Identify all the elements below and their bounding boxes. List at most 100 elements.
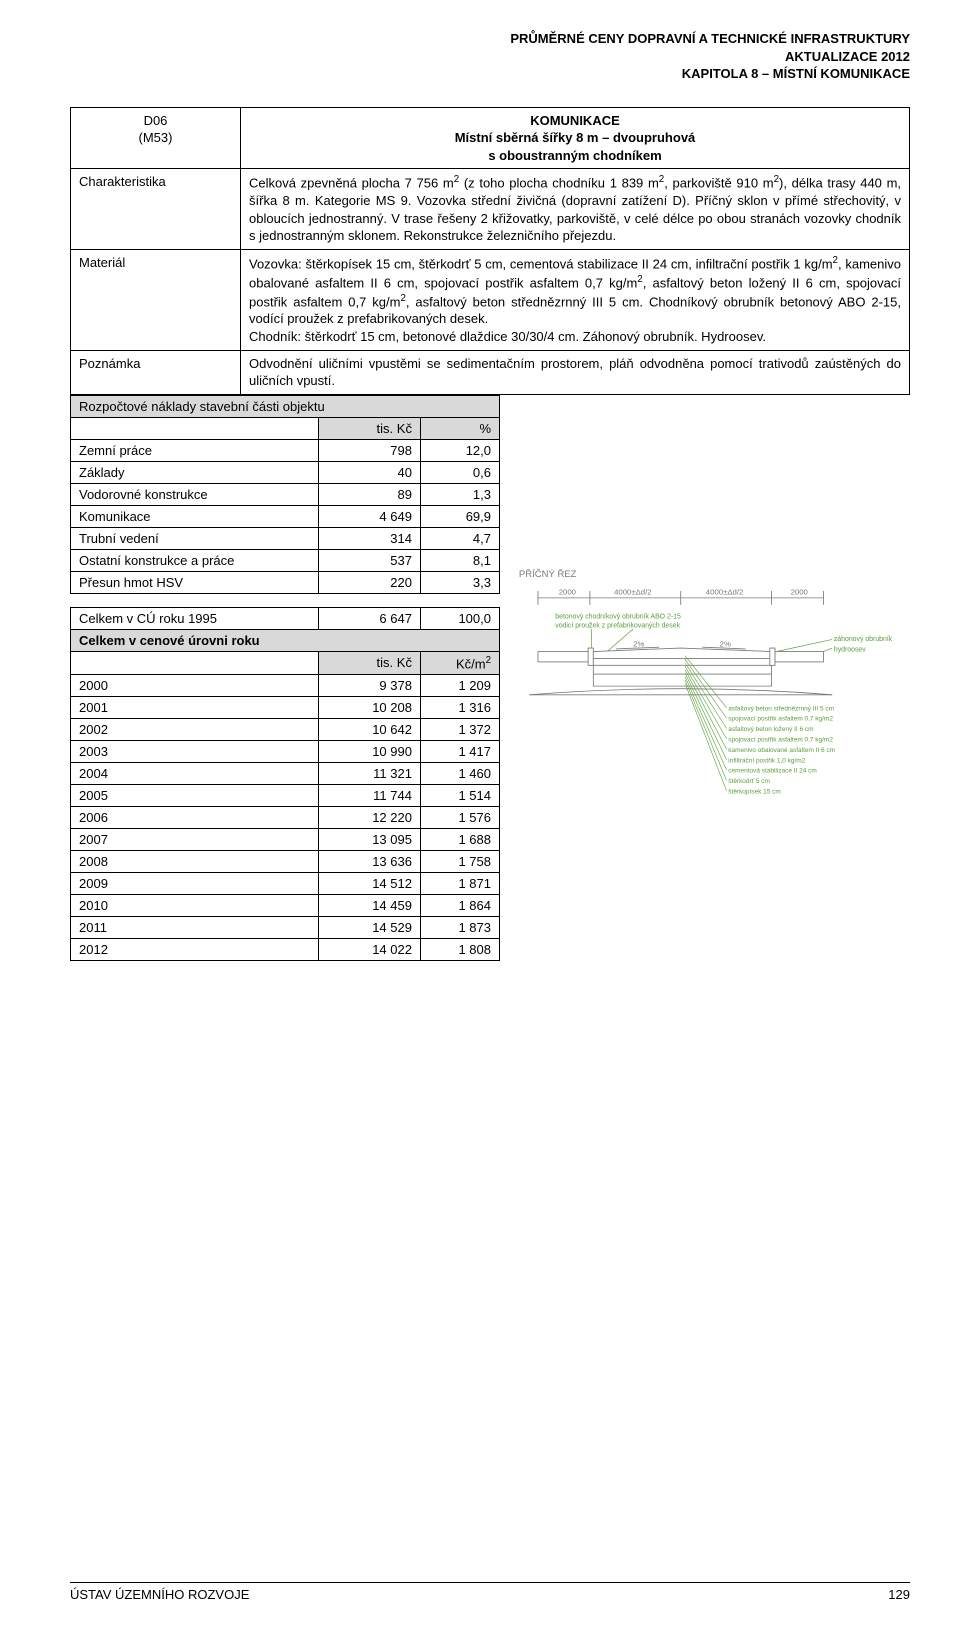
budget-title: Rozpočtové náklady stavební části objekt… xyxy=(71,395,500,417)
cost-value: 220 xyxy=(319,571,421,593)
note-text: Odvodnění uličními vpustěmi se sedimenta… xyxy=(241,350,910,394)
svg-text:4000±Δd/2: 4000±Δd/2 xyxy=(614,587,652,596)
cost-label: Komunikace xyxy=(71,505,319,527)
svg-text:spojovací postřik asfaltem 0,7: spojovací postřik asfaltem 0,7 kg/m2 xyxy=(728,736,833,743)
svg-text:kamenivo obalované asfaltem II: kamenivo obalované asfaltem II 6 cm xyxy=(728,746,835,753)
cost-value: 537 xyxy=(319,549,421,571)
year-value: 10 642 xyxy=(319,718,421,740)
cost-value: 314 xyxy=(319,527,421,549)
cost-label: Ostatní konstrukce a práce xyxy=(71,549,319,571)
year-label: 2012 xyxy=(71,938,319,960)
code-cell: D06 (M53) xyxy=(71,107,241,169)
diagram-title: PŘÍČNÝ ŘEZ xyxy=(519,569,577,580)
year-unit: 1 873 xyxy=(420,916,499,938)
cost-pct: 4,7 xyxy=(420,527,499,549)
year-unit: 1 460 xyxy=(420,762,499,784)
year-label: 2003 xyxy=(71,740,319,762)
mat-text: Vozovka: štěrkopísek 15 cm, štěrkodrť 5 … xyxy=(241,249,910,350)
svg-text:2000: 2000 xyxy=(791,587,809,596)
year-unit: 1 372 xyxy=(420,718,499,740)
year-unit: 1 864 xyxy=(420,894,499,916)
header-line-3: KAPITOLA 8 – MÍSTNÍ KOMUNIKACE xyxy=(70,65,910,83)
year-value: 14 022 xyxy=(319,938,421,960)
total-label: Celkem v CÚ roku 1995 xyxy=(71,607,319,629)
year-value: 13 095 xyxy=(319,828,421,850)
cost-pct: 8,1 xyxy=(420,549,499,571)
year-unit: 1 316 xyxy=(420,696,499,718)
year-unit: 1 514 xyxy=(420,784,499,806)
svg-text:2000: 2000 xyxy=(559,587,577,596)
year-unit: 1 871 xyxy=(420,872,499,894)
cost-label: Vodorovné konstrukce xyxy=(71,483,319,505)
svg-text:infiltrační postřik 1,0 kg/m2: infiltrační postřik 1,0 kg/m2 xyxy=(728,757,805,764)
cost-pct: 3,3 xyxy=(420,571,499,593)
col2-kcm2: Kč/m2 xyxy=(420,651,499,674)
year-unit: 1 688 xyxy=(420,828,499,850)
cost-pct: 12,0 xyxy=(420,439,499,461)
col-tis-kc: tis. Kč xyxy=(319,417,421,439)
year-value: 9 378 xyxy=(319,674,421,696)
cost-value: 4 649 xyxy=(319,505,421,527)
svg-text:betonový chodníkový obrubník A: betonový chodníkový obrubník ABO 2-15 xyxy=(555,613,681,620)
cost-value: 798 xyxy=(319,439,421,461)
col2-tis-kc: tis. Kč xyxy=(319,651,421,674)
year-value: 12 220 xyxy=(319,806,421,828)
svg-text:vodicí proužek z prefabrikovan: vodicí proužek z prefabrikovaných desek xyxy=(555,622,680,629)
char-label: Charakteristika xyxy=(71,169,241,250)
year-label: 2011 xyxy=(71,916,319,938)
svg-text:spojovací postřik asfaltem 0,7: spojovací postřik asfaltem 0,7 kg/m2 xyxy=(728,715,833,722)
svg-text:hydroosev: hydroosev xyxy=(834,646,866,653)
year-unit: 1 576 xyxy=(420,806,499,828)
total-value: 6 647 xyxy=(319,607,421,629)
title-line-2: Místní sběrná šířky 8 m – dvoupruhová xyxy=(249,129,901,147)
cost-value: 40 xyxy=(319,461,421,483)
svg-text:2%: 2% xyxy=(720,639,731,648)
year-value: 14 459 xyxy=(319,894,421,916)
year-label: 2006 xyxy=(71,806,319,828)
year-value: 11 744 xyxy=(319,784,421,806)
year-unit: 1 758 xyxy=(420,850,499,872)
svg-text:4000±Δd/2: 4000±Δd/2 xyxy=(706,587,744,596)
svg-text:2%: 2% xyxy=(633,639,644,648)
info-table: D06 (M53) KOMUNIKACE Místní sběrná šířky… xyxy=(70,107,910,395)
title-line-3: s oboustranným chodníkem xyxy=(249,147,901,165)
footer-left: ÚSTAV ÚZEMNÍHO ROZVOJE xyxy=(70,1587,249,1602)
subcode: (M53) xyxy=(79,129,232,147)
year-unit: 1 417 xyxy=(420,740,499,762)
year-value: 13 636 xyxy=(319,850,421,872)
year-label: 2007 xyxy=(71,828,319,850)
note-label: Poznámka xyxy=(71,350,241,394)
title-line-1: KOMUNIKACE xyxy=(249,112,901,130)
svg-text:asfaltový beton střednězrnný I: asfaltový beton střednězrnný III 5 cm xyxy=(728,705,834,712)
cost-pct: 69,9 xyxy=(420,505,499,527)
header-line-2: AKTUALIZACE 2012 xyxy=(70,48,910,66)
cost-value: 89 xyxy=(319,483,421,505)
year-label: 2005 xyxy=(71,784,319,806)
cost-label: Zemní práce xyxy=(71,439,319,461)
char-text: Celková zpevněná plocha 7 756 m2 (z toho… xyxy=(241,169,910,250)
cost-pct: 1,3 xyxy=(420,483,499,505)
year-label: 2004 xyxy=(71,762,319,784)
year-value: 10 990 xyxy=(319,740,421,762)
page-header: PRŮMĚRNÉ CENY DOPRAVNÍ A TECHNICKÉ INFRA… xyxy=(70,30,910,83)
svg-text:asfaltový beton ložený II 6 cm: asfaltový beton ložený II 6 cm xyxy=(728,726,813,733)
col-pct: % xyxy=(420,417,499,439)
year-value: 14 512 xyxy=(319,872,421,894)
year-label: 2000 xyxy=(71,674,319,696)
svg-text:cementová stabilizace II 24 cm: cementová stabilizace II 24 cm xyxy=(728,767,816,774)
year-value: 14 529 xyxy=(319,916,421,938)
cost-label: Trubní vedení xyxy=(71,527,319,549)
svg-text:štěrkopísek 15 cm: štěrkopísek 15 cm xyxy=(728,788,781,795)
cost-label: Základy xyxy=(71,461,319,483)
footer-page: 129 xyxy=(888,1587,910,1602)
year-value: 10 208 xyxy=(319,696,421,718)
total-pct: 100,0 xyxy=(420,607,499,629)
cost-pct: 0,6 xyxy=(420,461,499,483)
page-footer: ÚSTAV ÚZEMNÍHO ROZVOJE 129 xyxy=(70,1582,910,1602)
level-title: Celkem v cenové úrovni roku xyxy=(71,629,500,651)
code: D06 xyxy=(79,112,232,130)
year-label: 2009 xyxy=(71,872,319,894)
header-line-1: PRŮMĚRNÉ CENY DOPRAVNÍ A TECHNICKÉ INFRA… xyxy=(70,30,910,48)
year-unit: 1 808 xyxy=(420,938,499,960)
svg-text:štěrkodrť 5 cm: štěrkodrť 5 cm xyxy=(728,778,770,785)
